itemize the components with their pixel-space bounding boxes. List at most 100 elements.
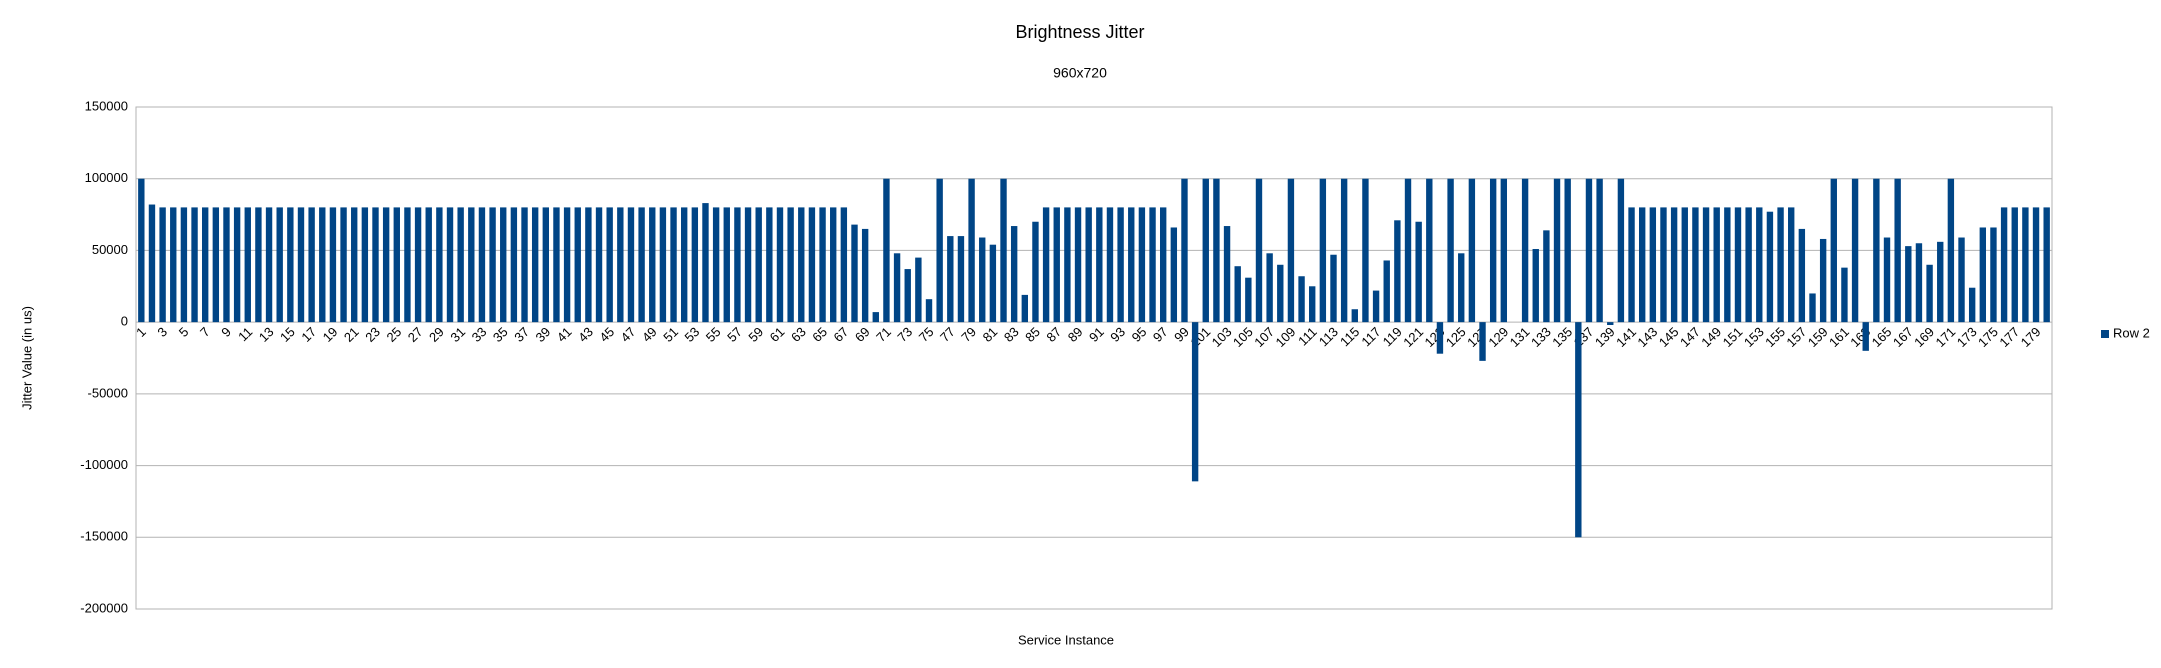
x-tick-label: 41 <box>554 324 575 345</box>
x-tick-label: 53 <box>682 324 703 345</box>
plot-frame <box>135 106 2053 610</box>
y-tick-label: 0 <box>121 314 128 329</box>
x-tick-label: 67 <box>831 324 852 345</box>
bar <box>521 207 528 323</box>
bar <box>1553 178 1561 323</box>
bar <box>446 207 454 323</box>
bar <box>255 207 262 323</box>
x-tick-label: 51 <box>660 324 681 345</box>
bar <box>1234 266 1241 323</box>
bar <box>1500 178 1508 323</box>
y-tick-label: -150000 <box>80 529 128 544</box>
bar <box>372 207 379 323</box>
bar <box>1713 207 1720 323</box>
bar <box>201 207 209 323</box>
bar <box>1532 248 1539 323</box>
x-tick-label: 107 <box>1251 324 1277 350</box>
bar <box>1394 220 1401 323</box>
x-tick-label: 145 <box>1656 324 1682 350</box>
bar <box>1362 178 1369 323</box>
x-tick-label: 143 <box>1634 324 1660 350</box>
bar <box>1788 207 1795 323</box>
x-tick-label: 7 <box>197 324 213 340</box>
bar <box>1415 221 1422 323</box>
bar <box>1255 178 1263 323</box>
bar <box>1436 322 1444 354</box>
x-tick-label: 81 <box>980 324 1001 345</box>
x-tick-label: 35 <box>490 324 511 345</box>
bar <box>404 207 411 323</box>
x-tick-label: 71 <box>873 324 894 345</box>
bar <box>180 207 188 323</box>
x-tick-label: 151 <box>1720 324 1746 350</box>
bar <box>1372 290 1380 323</box>
bar <box>1309 286 1316 323</box>
x-tick-label: 31 <box>447 324 468 345</box>
x-tick-label: 105 <box>1230 324 1256 350</box>
bar <box>1894 178 1901 323</box>
bar <box>1458 253 1465 323</box>
bar <box>1681 207 1688 323</box>
x-tick-label: 91 <box>1086 324 1107 345</box>
bar <box>1010 226 1018 323</box>
bar <box>1947 178 1955 323</box>
x-axis-title: Service Instance <box>1018 632 1114 647</box>
bar <box>468 207 475 323</box>
x-tick-label: 17 <box>298 324 319 345</box>
x-tick-label: 109 <box>1273 324 1299 350</box>
bar <box>382 207 390 323</box>
x-tick-label: 43 <box>575 324 596 345</box>
bar <box>159 207 166 323</box>
x-tick-label: 119 <box>1380 324 1405 349</box>
bar <box>1968 287 1976 323</box>
bar <box>1117 207 1124 323</box>
x-tick-label: 141 <box>1613 324 1639 350</box>
x-tick-label: 77 <box>937 324 958 345</box>
bar <box>595 207 603 323</box>
bar <box>1841 267 1848 323</box>
bar <box>1777 207 1784 323</box>
bar <box>138 178 145 323</box>
chart-title: Brightness Jitter <box>1015 22 1144 42</box>
bar <box>1319 178 1327 323</box>
x-tick-label: 89 <box>1065 324 1086 345</box>
y-tick-label: 50000 <box>92 242 128 257</box>
bar <box>1660 207 1667 323</box>
bar <box>1202 178 1209 323</box>
bar <box>1468 178 1476 323</box>
bar <box>1181 178 1188 323</box>
bar <box>1575 322 1582 538</box>
bar <box>393 207 400 323</box>
x-tick-label: 39 <box>533 324 554 345</box>
bar <box>457 207 464 323</box>
bar <box>776 207 784 323</box>
x-tick-label: 165 <box>1869 324 1895 350</box>
x-tick-label: 131 <box>1507 324 1533 350</box>
bar <box>2043 207 2050 323</box>
x-tick-label: 55 <box>703 324 724 345</box>
bar <box>265 207 273 323</box>
x-tick-label: 149 <box>1698 324 1724 350</box>
bar <box>1149 207 1156 323</box>
bar <box>1979 227 1987 323</box>
bar <box>1670 207 1678 323</box>
chart-subtitle: 960x720 <box>1053 65 1107 81</box>
x-tick-label: 175 <box>1975 324 2001 350</box>
x-tick-label: 95 <box>1129 324 1150 345</box>
x-tick-label: 21 <box>341 324 362 345</box>
bar <box>1330 254 1337 323</box>
bar <box>1032 221 1039 323</box>
x-tick-label: 111 <box>1295 324 1320 349</box>
bar <box>1479 322 1486 361</box>
x-tick-label: 73 <box>894 324 915 345</box>
bar <box>830 207 837 323</box>
bar <box>861 228 869 323</box>
x-tick-label: 47 <box>618 324 639 345</box>
bar <box>659 207 667 323</box>
bar <box>712 207 720 323</box>
bar <box>680 207 688 323</box>
bar <box>1702 207 1710 323</box>
bar <box>1638 207 1646 323</box>
bar <box>893 253 901 323</box>
bar <box>244 207 251 323</box>
